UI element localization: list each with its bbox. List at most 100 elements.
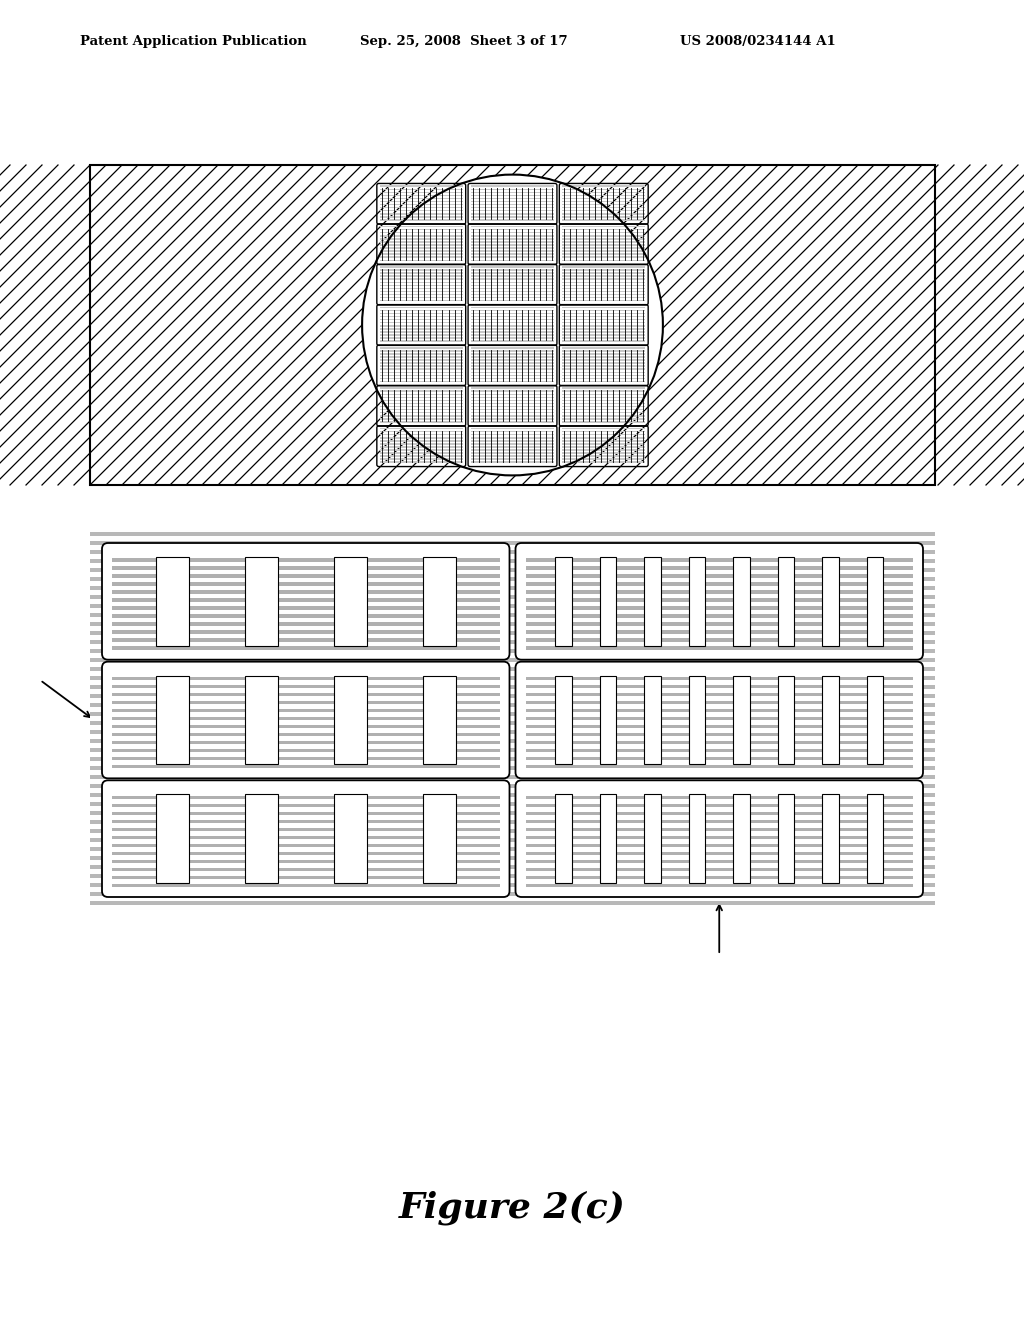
Bar: [562, 359, 645, 360]
Text: Sep. 25, 2008  Sheet 3 of 17: Sep. 25, 2008 Sheet 3 of 17: [360, 36, 567, 48]
Bar: [562, 403, 645, 404]
Bar: [380, 256, 463, 257]
Bar: [380, 247, 463, 248]
Bar: [380, 462, 463, 463]
Bar: [423, 557, 456, 645]
Bar: [525, 701, 913, 705]
Bar: [471, 409, 554, 411]
Bar: [562, 437, 645, 438]
Bar: [380, 453, 463, 454]
Bar: [471, 198, 554, 199]
Bar: [600, 557, 616, 645]
Bar: [562, 198, 645, 199]
Bar: [380, 194, 463, 197]
Bar: [471, 189, 554, 190]
Bar: [380, 279, 463, 280]
Bar: [471, 269, 554, 271]
Bar: [90, 550, 935, 554]
Bar: [471, 219, 554, 220]
Bar: [733, 557, 750, 645]
Bar: [380, 288, 463, 289]
Bar: [471, 354, 554, 355]
Bar: [525, 693, 913, 697]
Bar: [562, 294, 645, 296]
Bar: [471, 272, 554, 273]
Bar: [471, 331, 554, 333]
Bar: [112, 717, 500, 721]
Bar: [380, 297, 463, 298]
Bar: [525, 622, 913, 626]
Bar: [471, 391, 554, 392]
Bar: [112, 733, 500, 737]
Bar: [112, 614, 500, 618]
Bar: [562, 428, 645, 429]
Bar: [90, 165, 935, 484]
Bar: [562, 256, 645, 257]
Bar: [90, 721, 935, 725]
Bar: [90, 874, 935, 878]
Bar: [380, 294, 463, 296]
Bar: [90, 756, 935, 762]
Bar: [380, 449, 463, 450]
Bar: [380, 347, 463, 348]
Bar: [471, 350, 554, 351]
Bar: [525, 638, 913, 642]
Bar: [112, 590, 500, 594]
Bar: [562, 455, 645, 457]
Bar: [866, 557, 884, 645]
Bar: [90, 803, 935, 807]
Bar: [471, 194, 554, 197]
Bar: [525, 709, 913, 713]
Bar: [90, 748, 935, 752]
Bar: [90, 595, 935, 599]
Bar: [562, 371, 645, 374]
Bar: [380, 232, 463, 234]
Bar: [525, 590, 913, 594]
Bar: [380, 310, 463, 312]
FancyBboxPatch shape: [102, 543, 510, 660]
Bar: [90, 704, 935, 708]
Bar: [471, 437, 554, 438]
Bar: [562, 272, 645, 273]
Bar: [90, 704, 935, 708]
Bar: [562, 329, 645, 330]
Bar: [562, 366, 645, 367]
Bar: [471, 315, 554, 317]
Bar: [380, 418, 463, 420]
Bar: [562, 325, 645, 326]
Bar: [90, 793, 935, 797]
Bar: [471, 185, 554, 187]
Bar: [562, 226, 645, 227]
Bar: [471, 366, 554, 367]
Bar: [471, 256, 554, 257]
Bar: [90, 803, 935, 807]
Bar: [90, 535, 935, 906]
Bar: [380, 391, 463, 392]
Bar: [380, 334, 463, 335]
Bar: [471, 260, 554, 261]
Bar: [423, 676, 456, 764]
Bar: [90, 532, 935, 536]
Bar: [562, 375, 645, 376]
Bar: [525, 820, 913, 822]
Bar: [471, 306, 554, 308]
Bar: [525, 883, 913, 887]
Bar: [562, 405, 645, 408]
Bar: [334, 676, 367, 764]
Bar: [562, 387, 645, 389]
Bar: [644, 795, 660, 883]
Bar: [112, 725, 500, 729]
Bar: [90, 676, 935, 680]
Bar: [112, 709, 500, 713]
Bar: [90, 667, 935, 671]
Bar: [380, 368, 463, 370]
Bar: [380, 238, 463, 240]
Bar: [380, 281, 463, 282]
Bar: [380, 434, 463, 436]
Bar: [471, 458, 554, 459]
Bar: [525, 582, 913, 586]
Bar: [525, 828, 913, 832]
Bar: [562, 350, 645, 351]
Bar: [380, 219, 463, 220]
Bar: [380, 325, 463, 326]
